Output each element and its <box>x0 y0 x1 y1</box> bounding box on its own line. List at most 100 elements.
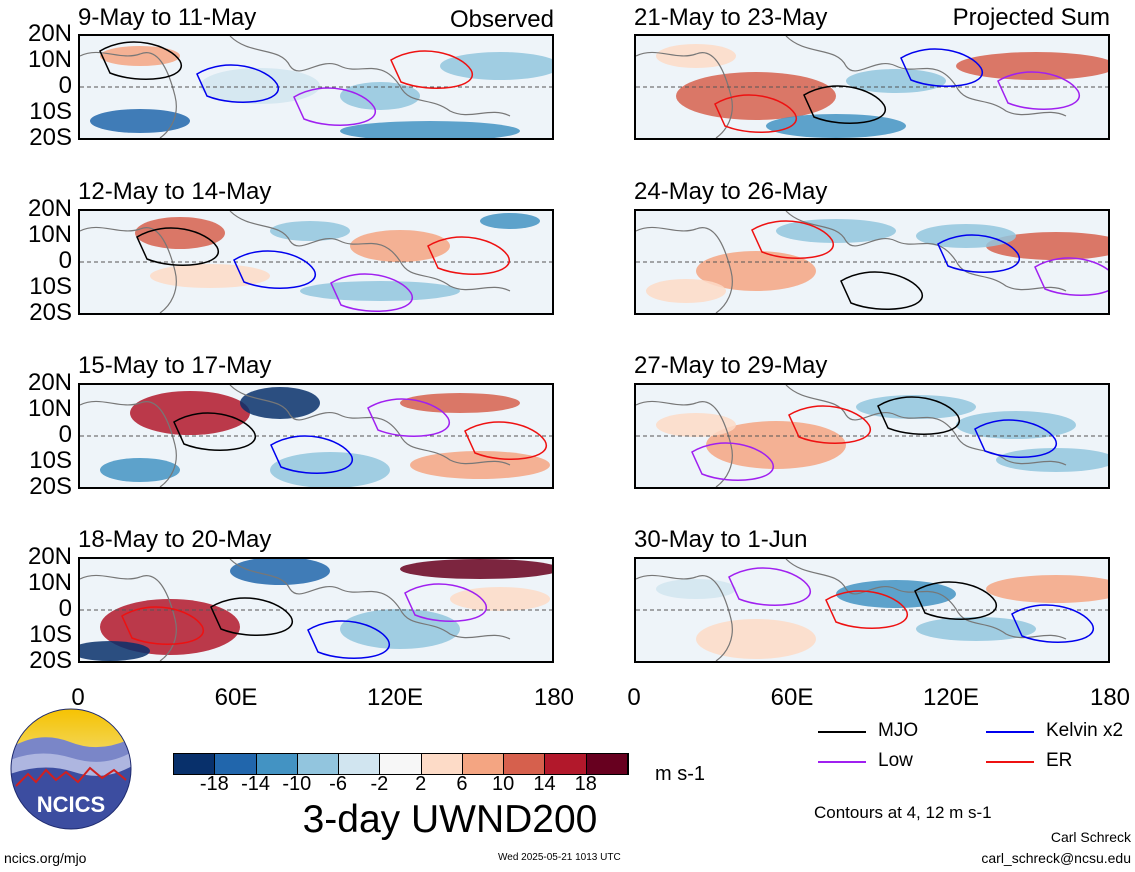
contour-line <box>714 94 798 133</box>
anomaly-shading <box>916 617 1036 641</box>
contour-line <box>914 581 998 620</box>
svg-text:NCICS: NCICS <box>37 792 105 817</box>
colorbar-swatch <box>174 754 216 774</box>
anomaly-shading <box>350 230 450 262</box>
anomaly-shading <box>135 217 225 249</box>
contour-line <box>233 250 317 289</box>
coastline <box>80 385 511 487</box>
colorbar-tick: 14 <box>533 773 556 795</box>
contour-line <box>728 567 812 606</box>
anomaly-shading <box>400 559 552 579</box>
colorbar-tick: -18 <box>199 773 229 795</box>
lon-tick: 120E <box>922 684 980 711</box>
footer-email[interactable]: carl_schreck@ncsu.edu <box>981 850 1131 866</box>
contour-line <box>691 442 775 481</box>
colorbar-tick: 6 <box>456 773 468 795</box>
anomaly-shading <box>410 451 550 479</box>
colorbar-swatch <box>256 754 298 774</box>
legend-label-er: ER <box>1046 750 1073 771</box>
colorbar-swatch <box>586 754 628 774</box>
legend-label-low: Low <box>878 750 913 771</box>
contour-line <box>270 435 354 474</box>
map-panel <box>78 383 554 489</box>
contour-line <box>1011 604 1095 643</box>
coastline <box>636 211 1067 313</box>
observed-label: Observed <box>449 6 554 33</box>
lat-tick: 20N <box>27 543 72 570</box>
footer-timestamp: Wed 2025-05-21 1013 UTC <box>498 852 621 863</box>
contour-line <box>293 87 377 126</box>
anomaly-shading <box>200 68 320 104</box>
ncics-logo: NCICS <box>10 708 132 830</box>
legend-label-mjo: MJO <box>878 720 919 741</box>
lat-tick: 20S <box>29 299 72 326</box>
contour-line <box>136 227 220 266</box>
contour-line <box>367 398 451 437</box>
lat-tick: 10N <box>27 221 72 248</box>
colorbar-swatch <box>380 754 422 774</box>
lat-tick: 10N <box>27 46 72 73</box>
anomaly-shading <box>956 52 1108 80</box>
contour-line <box>751 220 835 259</box>
contour-line <box>196 64 280 103</box>
colorbar-tick: 10 <box>492 773 515 795</box>
anomaly-shading <box>100 46 180 66</box>
contour-line <box>997 71 1081 110</box>
lon-tick: 180 <box>533 684 575 711</box>
colorbar-swatch <box>215 754 257 774</box>
contour-line <box>788 405 872 444</box>
anomaly-shading <box>100 599 240 655</box>
anomaly-shading <box>100 458 180 482</box>
map-panel <box>78 34 554 140</box>
anomaly-shading <box>90 109 190 133</box>
contour-line <box>390 50 474 89</box>
contour-line <box>173 412 257 451</box>
lat-tick: 0 <box>58 247 72 274</box>
anomaly-shading <box>300 281 460 301</box>
contour-line <box>1034 257 1108 296</box>
colorbar-swatch <box>504 754 546 774</box>
anomaly-shading <box>956 411 1076 439</box>
anomaly-shading <box>240 387 320 419</box>
colorbar <box>173 753 629 775</box>
panel-title: 18-May to 20-May <box>78 526 272 553</box>
lon-tick: 180 <box>1089 684 1131 711</box>
panel-title: 27-May to 29-May <box>634 352 828 379</box>
panel-title: 30-May to 1-Jun <box>634 526 808 553</box>
lat-tick: 20N <box>27 20 72 47</box>
map-panel <box>634 209 1110 315</box>
contour-line <box>825 590 909 629</box>
contour-line <box>427 236 511 275</box>
contour-line <box>99 41 183 80</box>
panel-title: 9-May to 11-May <box>78 4 257 31</box>
contour-line <box>974 419 1058 458</box>
coastline <box>636 559 1067 661</box>
coastline <box>80 36 511 138</box>
panel-title: 12-May to 14-May <box>78 178 272 205</box>
coastline <box>80 211 511 313</box>
map-panel <box>634 383 1110 489</box>
legend-line-kelvin <box>986 731 1034 733</box>
map-panel <box>634 34 1110 140</box>
panel-title: 21-May to 23-May <box>634 4 828 31</box>
map-panel <box>78 557 554 663</box>
anomaly-shading <box>450 587 550 611</box>
colorbar-tick: -10 <box>282 773 312 795</box>
colorbar-swatch <box>462 754 505 774</box>
anomaly-shading <box>656 413 736 437</box>
lat-tick: 0 <box>58 72 72 99</box>
anomaly-shading <box>696 251 816 291</box>
colorbar-tick: 18 <box>574 773 597 795</box>
colorbar-tick: -14 <box>241 773 270 795</box>
footer-url[interactable]: ncics.org/mjo <box>4 850 87 866</box>
colorbar-units: m s-1 <box>655 763 705 785</box>
lat-tick: 10N <box>27 395 72 422</box>
lon-tick: 0 <box>71 684 85 711</box>
legend-line-mjo <box>818 731 866 733</box>
anomaly-shading <box>340 82 420 110</box>
legend-line-low <box>818 761 866 763</box>
anomaly-shading <box>656 44 736 68</box>
coastline <box>636 36 1067 138</box>
lat-tick: 10S <box>29 447 72 474</box>
lat-tick: 10S <box>29 273 72 300</box>
